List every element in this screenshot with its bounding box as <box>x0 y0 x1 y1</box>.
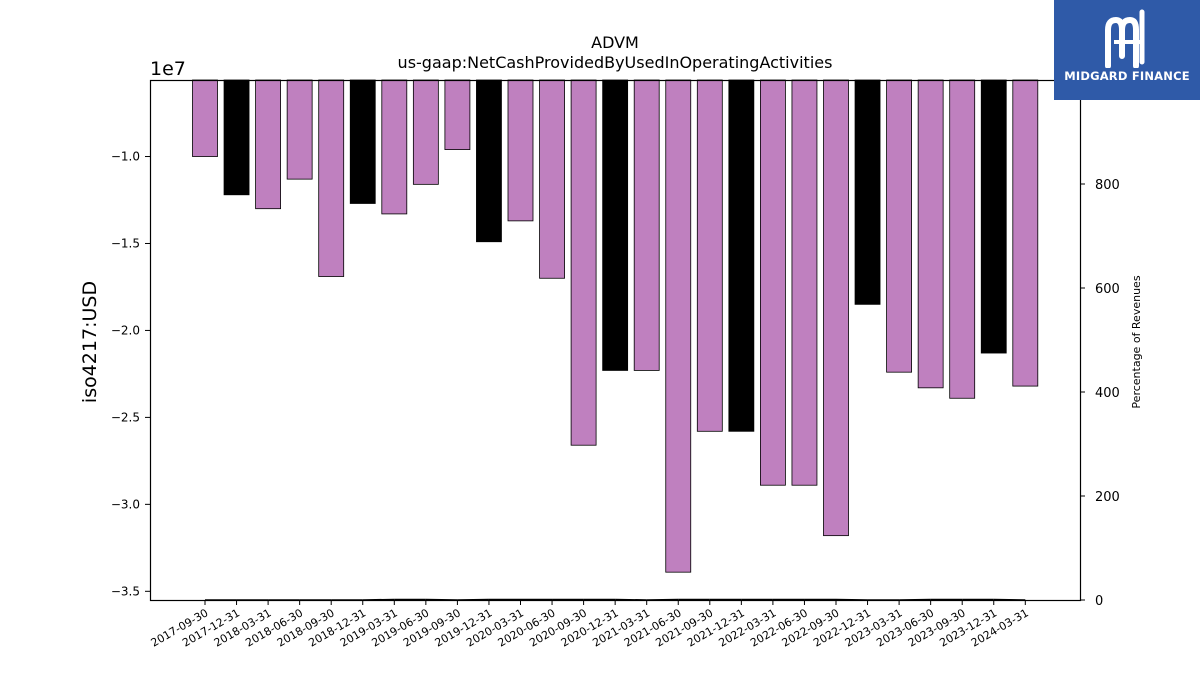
bar-2017-09-30 <box>192 79 218 157</box>
midgard-logo-icon <box>1105 9 1145 68</box>
bar-2022-12-31 <box>854 79 881 305</box>
bar-2021-06-30 <box>665 79 692 573</box>
bar-2023-06-30 <box>917 79 944 389</box>
bar-2018-03-31 <box>255 79 282 210</box>
bar-2019-09-30 <box>444 79 471 150</box>
bar-2020-12-31 <box>602 79 629 371</box>
bar-2021-03-31 <box>633 79 660 371</box>
y2-tick-label: 400 <box>1095 386 1120 401</box>
bar-2018-09-30 <box>318 79 345 277</box>
y-tick-label: −3.0 <box>111 497 140 511</box>
bar-2020-03-31 <box>507 79 534 222</box>
logo-text: MIDGARD FINANCE <box>1064 69 1190 83</box>
bar-2019-06-30 <box>412 79 439 185</box>
y-offset-label: 1e7 <box>150 58 186 80</box>
bar-2024-03-31 <box>1012 79 1039 387</box>
plot-frame <box>149 79 1082 602</box>
bar-2019-03-31 <box>381 79 408 215</box>
bar-2023-03-31 <box>886 79 912 373</box>
bar-2019-12-31 <box>476 79 502 243</box>
y-tick-label: −3.5 <box>111 584 140 598</box>
bar-2020-06-30 <box>539 79 565 279</box>
bar-2018-06-30 <box>286 79 313 180</box>
bar-2023-12-31 <box>980 79 1007 354</box>
bars-group <box>192 79 1039 573</box>
bar-2022-09-30 <box>823 79 849 537</box>
y2-tick-label: 800 <box>1095 178 1120 193</box>
y-tick-label: −1.0 <box>111 150 140 164</box>
y-tick-label: −2.5 <box>111 410 140 424</box>
bar-2022-06-30 <box>791 79 818 486</box>
bar-2021-09-30 <box>696 79 723 432</box>
bar-2020-09-30 <box>570 79 597 446</box>
bar-2017-12-31 <box>223 79 250 196</box>
y-tick-label: −1.5 <box>111 236 140 250</box>
y2-tick-label: 0 <box>1095 594 1103 609</box>
bar-2021-12-31 <box>728 79 755 432</box>
midgard-finance-logo: MIDGARD FINANCE <box>1054 0 1200 100</box>
bar-2023-09-30 <box>949 79 976 399</box>
y2-axis-ticks: 0 200 400 600 800 <box>1080 178 1120 609</box>
x-axis-ticks: 2017-09-302017-12-312018-03-312018-06-30… <box>149 600 1031 650</box>
y2-tick-label: 200 <box>1095 490 1120 505</box>
y2-tick-label: 600 <box>1095 282 1120 297</box>
chart-subtitle: us-gaap:NetCashProvidedByUsedInOperating… <box>398 53 833 72</box>
chart-title: ADVM <box>591 33 639 52</box>
y-axis-label: iso4217:USD <box>79 281 101 403</box>
y-axis-ticks: −1.0 −1.5 −2.0 −2.5 −3.0 −3.5 <box>111 150 150 598</box>
bar-2018-12-31 <box>349 79 376 204</box>
y2-axis-label: Percentage of Revenues <box>1130 275 1143 408</box>
y-tick-label: −2.0 <box>111 323 140 337</box>
bar-2022-03-31 <box>760 79 786 486</box>
